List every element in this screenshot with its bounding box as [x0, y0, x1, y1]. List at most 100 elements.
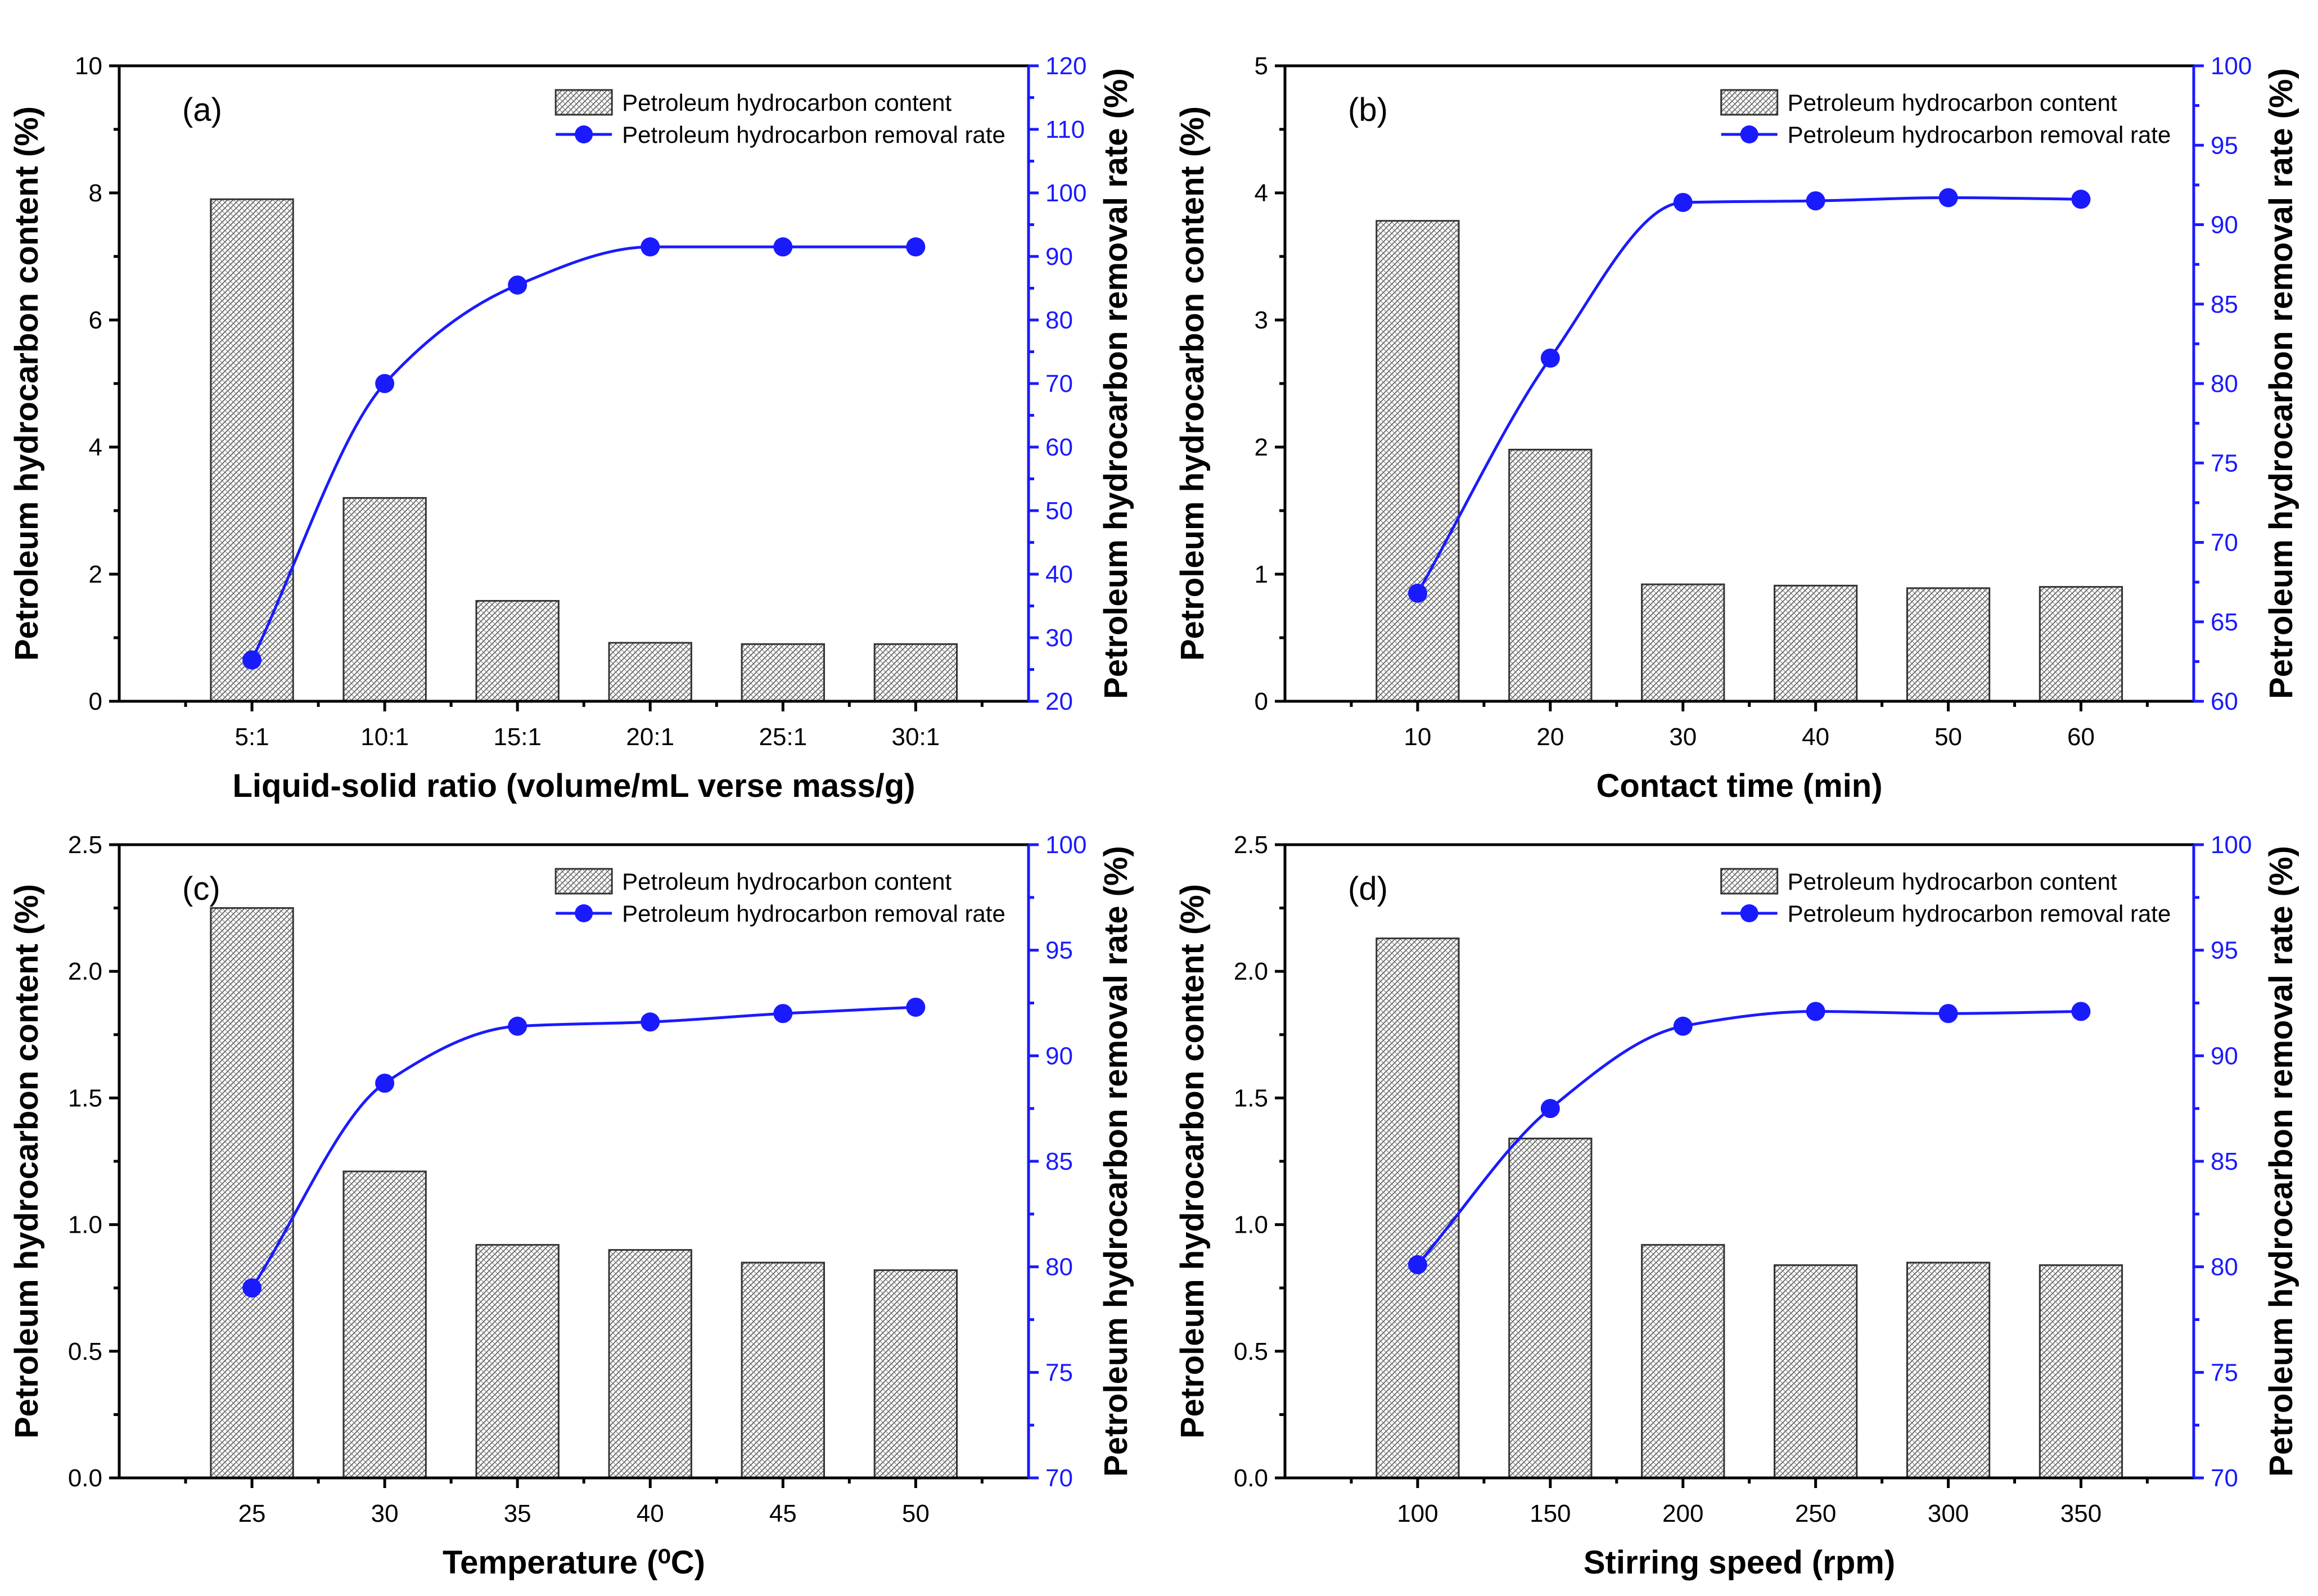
removal-rate-point	[1673, 1016, 1693, 1036]
removal-rate-point	[1938, 188, 1958, 208]
right-y-tick-label: 80	[1045, 1254, 1073, 1281]
x-axis-title: Stirring speed (rpm)	[1584, 1544, 1895, 1581]
bar	[1508, 1137, 1593, 1479]
left-y-tick-label: 0.0	[68, 1464, 102, 1492]
left-y-tick-label: 2	[1255, 434, 1268, 461]
x-tick-label: 250	[1795, 1500, 1836, 1527]
left-y-tick-label: 4	[89, 434, 102, 461]
left-y-tick-label: 0	[89, 688, 102, 715]
right-y-tick-label: 95	[1045, 937, 1073, 964]
removal-rate-point	[773, 237, 793, 257]
left-y-axis-title: Petroleum hydrocarbon content (%)	[1174, 884, 1211, 1439]
bar	[475, 1244, 560, 1479]
panel-label: (c)	[182, 871, 220, 907]
left-y-tick-label: 2.0	[68, 958, 102, 985]
left-y-tick-label: 2.5	[68, 831, 102, 859]
x-tick-label: 15:1	[493, 723, 542, 751]
left-y-tick-label: 4	[1255, 179, 1268, 207]
x-tick-label: 50	[1934, 723, 1962, 751]
x-tick-label: 20	[1536, 723, 1564, 751]
right-y-tick-label: 90	[2211, 1042, 2238, 1070]
x-tick-label: 30	[1669, 723, 1697, 751]
x-tick-label: 40	[637, 1500, 664, 1527]
right-y-axis-title: Petroleum hydrocarbon removal rate (%)	[1098, 68, 1134, 699]
right-y-tick-label: 70	[1045, 370, 1073, 398]
x-tick-label: 10	[1404, 723, 1431, 751]
removal-rate-point	[508, 1016, 527, 1036]
bar	[873, 1269, 958, 1479]
right-y-tick-label: 85	[1045, 1148, 1073, 1175]
x-tick-label: 5:1	[234, 723, 269, 751]
chart-panel-a: 0 2 4 6 8 10 20 30 40 50 60 70 80 90 100 110 120 5:1 10:1 1…	[8, 52, 1134, 804]
x-tick-label: 60	[2067, 723, 2095, 751]
left-y-tick-label: 10	[75, 52, 102, 80]
removal-rate-point	[2071, 1002, 2091, 1021]
left-y-tick-label: 0.0	[1234, 1464, 1268, 1492]
legend-bar-swatch	[554, 89, 613, 116]
removal-rate-point	[773, 1004, 793, 1024]
left-y-tick-label: 0.5	[1234, 1338, 1268, 1365]
bar	[210, 907, 294, 1479]
left-y-tick-label: 8	[89, 179, 102, 207]
legend-line-label: Petroleum hydrocarbon removal rate	[1788, 121, 2171, 148]
right-y-tick-label: 40	[1045, 561, 1073, 588]
x-axis-title: Liquid-solid ratio (volume/mL verse mass…	[233, 768, 916, 804]
bar	[1376, 220, 1460, 702]
legend-bar-swatch	[1720, 89, 1779, 116]
bar	[608, 1249, 692, 1479]
right-y-tick-label: 90	[1045, 243, 1073, 270]
legend-line-marker	[575, 904, 593, 922]
bar	[1641, 583, 1725, 702]
left-y-tick-label: 5	[1255, 52, 1268, 80]
removal-rate-point	[1540, 348, 1560, 368]
left-y-tick-label: 2.5	[1234, 831, 1268, 859]
removal-rate-point	[242, 650, 262, 670]
bar	[1906, 1261, 1991, 1479]
right-y-tick-label: 95	[2211, 132, 2238, 159]
panel-label: (a)	[182, 92, 222, 128]
left-y-tick-label: 1.0	[1234, 1211, 1268, 1239]
left-y-tick-label: 1	[1255, 561, 1268, 588]
legend-bar-label: Petroleum hydrocarbon content	[1788, 868, 2117, 895]
right-y-tick-label: 30	[1045, 624, 1073, 652]
x-tick-label: 45	[769, 1500, 797, 1527]
right-y-tick-label: 120	[1045, 52, 1086, 80]
right-y-tick-label: 70	[2211, 529, 2238, 557]
x-tick-label: 350	[2060, 1500, 2101, 1527]
right-y-tick-label: 90	[1045, 1042, 1073, 1070]
x-tick-label: 35	[504, 1500, 531, 1527]
right-y-tick-label: 50	[1045, 497, 1073, 525]
bar	[1774, 584, 1858, 702]
legend-bar-label: Petroleum hydrocarbon content	[1788, 89, 2117, 116]
left-y-tick-label: 1.0	[68, 1211, 102, 1239]
right-y-tick-label: 80	[2211, 370, 2238, 398]
legend-line-marker	[1740, 904, 1758, 922]
x-tick-label: 50	[902, 1500, 930, 1527]
removal-rate-point	[508, 275, 527, 295]
left-y-tick-label: 2	[89, 561, 102, 588]
x-axis-title: Contact time (min)	[1596, 768, 1882, 804]
x-tick-label: 10:1	[360, 723, 409, 751]
left-y-axis-title: Petroleum hydrocarbon content (%)	[1174, 106, 1211, 661]
removal-rate-point	[242, 1278, 262, 1298]
right-y-tick-label: 75	[1045, 1359, 1073, 1386]
removal-rate-point	[375, 374, 395, 393]
bar	[2039, 586, 2123, 702]
x-tick-label: 100	[1397, 1500, 1438, 1527]
left-y-tick-label: 0.5	[68, 1338, 102, 1365]
x-tick-label: 25:1	[759, 723, 807, 751]
right-y-tick-label: 70	[1045, 1464, 1073, 1492]
right-y-tick-label: 80	[1045, 306, 1073, 334]
right-y-tick-label: 80	[2211, 1254, 2238, 1281]
legend-bar-swatch	[554, 868, 613, 895]
removal-rate-point	[1673, 192, 1693, 212]
bar	[475, 599, 560, 702]
left-y-tick-label: 2.0	[1234, 958, 1268, 985]
bar	[2039, 1264, 2123, 1479]
right-y-tick-label: 100	[1045, 831, 1086, 859]
removal-rate-point	[906, 237, 926, 257]
x-tick-label: 150	[1530, 1500, 1571, 1527]
right-y-axis-title: Petroleum hydrocarbon removal rate (%)	[2263, 68, 2299, 699]
x-tick-label: 30:1	[892, 723, 940, 751]
